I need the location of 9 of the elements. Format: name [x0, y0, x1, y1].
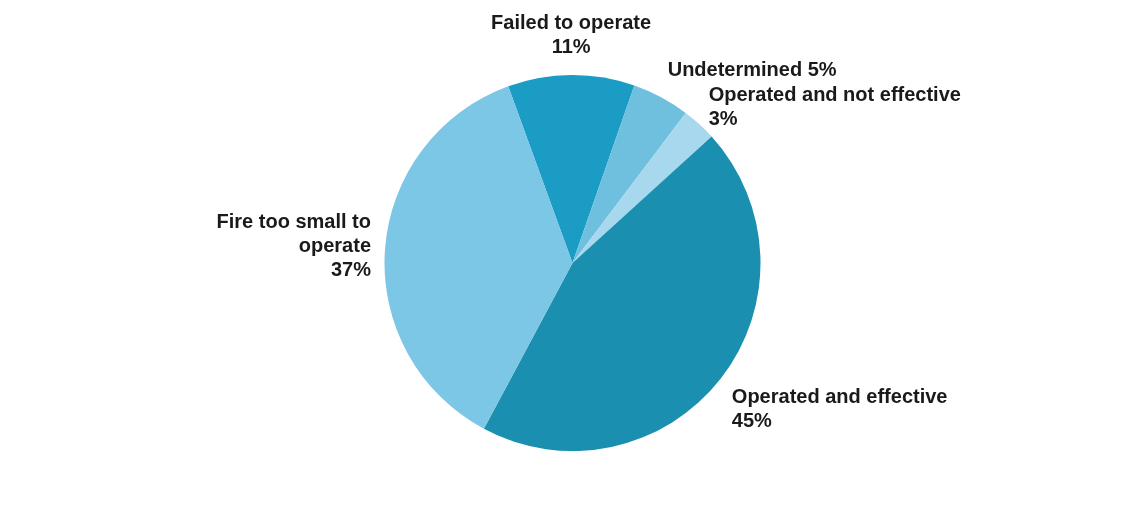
data-label: 37%	[330, 258, 372, 281]
slice-label: Fire too small to operate	[216, 210, 372, 257]
data-label: 45%	[731, 408, 773, 431]
data-label: 3%	[708, 107, 738, 130]
slice-label: Operated and effective	[731, 384, 948, 407]
slice-label: Operated and not effective	[708, 83, 961, 106]
data-label: 11%	[551, 34, 591, 57]
slice-label: Undetermined 5%	[667, 58, 837, 81]
slice-label: Failed to operate	[491, 10, 652, 33]
